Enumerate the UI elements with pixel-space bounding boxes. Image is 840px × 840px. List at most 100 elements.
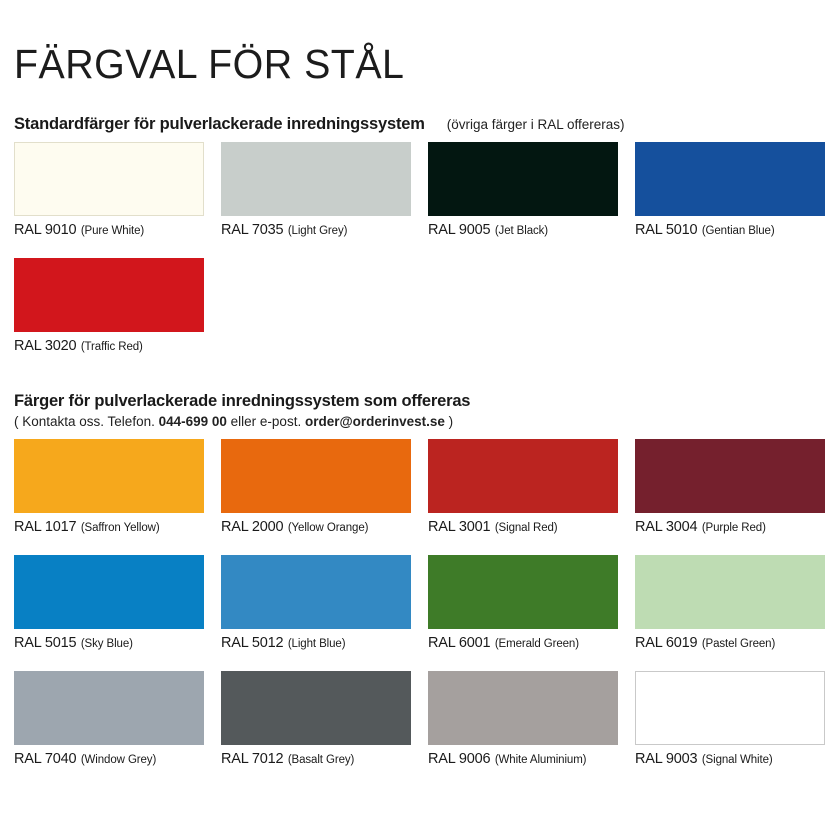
color-swatch bbox=[635, 142, 825, 216]
color-name: (Pure White) bbox=[80, 225, 145, 237]
ral-code: RAL 7012 bbox=[221, 751, 284, 767]
ral-code: RAL 3004 bbox=[635, 519, 698, 535]
color-name: (Sky Blue) bbox=[80, 638, 133, 650]
color-swatch bbox=[635, 439, 825, 513]
color-swatch bbox=[428, 555, 618, 629]
offered-section: Färger för pulverlackerade inredningssys… bbox=[14, 392, 825, 769]
ral-code: RAL 9005 bbox=[428, 222, 491, 238]
ral-code: RAL 9010 bbox=[14, 222, 77, 238]
swatch-label: RAL 5012 (Light Blue) bbox=[221, 634, 411, 653]
ral-code: RAL 5015 bbox=[14, 635, 77, 651]
swatch-label: RAL 6019 (Pastel Green) bbox=[635, 634, 825, 653]
ral-code: RAL 3001 bbox=[428, 519, 491, 535]
swatch-label: RAL 9010 (Pure White) bbox=[14, 221, 204, 240]
color-swatch bbox=[428, 142, 618, 216]
color-name: (Saffron Yellow) bbox=[80, 522, 160, 534]
swatch-label: RAL 7040 (Window Grey) bbox=[14, 750, 204, 769]
color-name: (Signal White) bbox=[701, 754, 773, 766]
offered-swatch-grid: RAL 1017 (Saffron Yellow) RAL 2000 (Yell… bbox=[14, 439, 825, 769]
color-swatch bbox=[14, 142, 204, 216]
swatch-item: RAL 5010 (Gentian Blue) bbox=[635, 142, 825, 240]
swatch-label: RAL 2000 (Yellow Orange) bbox=[221, 518, 411, 537]
color-name: (Light Blue) bbox=[287, 638, 346, 650]
color-swatch bbox=[428, 439, 618, 513]
swatch-item: RAL 9010 (Pure White) bbox=[14, 142, 204, 240]
swatch-item: RAL 3020 (Traffic Red) bbox=[14, 258, 204, 356]
swatch-item: RAL 9005 (Jet Black) bbox=[428, 142, 618, 240]
color-swatch bbox=[14, 258, 204, 332]
color-name: (Window Grey) bbox=[80, 754, 157, 766]
ral-code: RAL 6001 bbox=[428, 635, 491, 651]
color-name: (Jet Black) bbox=[494, 225, 549, 237]
swatch-item: RAL 2000 (Yellow Orange) bbox=[221, 439, 411, 537]
ral-code: RAL 5010 bbox=[635, 222, 698, 238]
ral-code: RAL 1017 bbox=[14, 519, 77, 535]
swatch-label: RAL 7035 (Light Grey) bbox=[221, 221, 411, 240]
swatch-item: RAL 6001 (Emerald Green) bbox=[428, 555, 618, 653]
color-swatch bbox=[14, 439, 204, 513]
swatch-label: RAL 3020 (Traffic Red) bbox=[14, 337, 204, 356]
swatch-label: RAL 5010 (Gentian Blue) bbox=[635, 221, 825, 240]
color-swatch bbox=[14, 671, 204, 745]
color-name: (Gentian Blue) bbox=[701, 225, 775, 237]
color-name: (Traffic Red) bbox=[80, 341, 143, 353]
page-title: FÄRGVAL FÖR STÅL bbox=[14, 41, 405, 87]
color-name: (Signal Red) bbox=[494, 522, 558, 534]
swatch-item: RAL 9003 (Signal White) bbox=[635, 671, 825, 769]
color-swatch bbox=[221, 671, 411, 745]
contact-phone: 044-699 00 bbox=[158, 414, 227, 429]
swatch-label: RAL 6001 (Emerald Green) bbox=[428, 634, 618, 653]
swatch-item: RAL 1017 (Saffron Yellow) bbox=[14, 439, 204, 537]
swatch-label: RAL 7012 (Basalt Grey) bbox=[221, 750, 411, 769]
swatch-label: RAL 9003 (Signal White) bbox=[635, 750, 825, 769]
contact-line: ( Kontakta oss. Telefon. 044-699 00 elle… bbox=[14, 414, 825, 429]
contact-email: order@orderinvest.se bbox=[304, 414, 445, 429]
color-name: (Basalt Grey) bbox=[287, 754, 355, 766]
ral-code: RAL 3020 bbox=[14, 338, 77, 354]
color-swatch bbox=[14, 555, 204, 629]
standard-swatch-grid: RAL 9010 (Pure White) RAL 7035 (Light Gr… bbox=[14, 142, 825, 356]
color-name: (Light Grey) bbox=[287, 225, 348, 237]
swatch-label: RAL 5015 (Sky Blue) bbox=[14, 634, 204, 653]
color-swatch bbox=[221, 439, 411, 513]
contact-middle: eller e-post. bbox=[226, 414, 305, 429]
color-name: (Pastel Green) bbox=[701, 638, 776, 650]
standard-section-heading: Standardfärger för pulverlackerade inred… bbox=[14, 115, 425, 133]
swatch-label: RAL 9006 (White Aluminium) bbox=[428, 750, 618, 769]
swatch-item: RAL 3004 (Purple Red) bbox=[635, 439, 825, 537]
color-swatch bbox=[428, 671, 618, 745]
ral-code: RAL 5012 bbox=[221, 635, 284, 651]
contact-suffix: ) bbox=[444, 414, 454, 429]
offered-section-heading: Färger för pulverlackerade inredningssys… bbox=[14, 392, 471, 410]
swatch-item: RAL 7040 (Window Grey) bbox=[14, 671, 204, 769]
swatch-item: RAL 3001 (Signal Red) bbox=[428, 439, 618, 537]
color-swatch bbox=[221, 142, 411, 216]
swatch-label: RAL 3001 (Signal Red) bbox=[428, 518, 618, 537]
swatch-item: RAL 5015 (Sky Blue) bbox=[14, 555, 204, 653]
swatch-item: RAL 5012 (Light Blue) bbox=[221, 555, 411, 653]
ral-code: RAL 6019 bbox=[635, 635, 698, 651]
color-name: (White Aluminium) bbox=[494, 754, 587, 766]
swatch-item: RAL 7035 (Light Grey) bbox=[221, 142, 411, 240]
ral-code: RAL 7035 bbox=[221, 222, 284, 238]
swatch-item: RAL 9006 (White Aluminium) bbox=[428, 671, 618, 769]
ral-code: RAL 9006 bbox=[428, 751, 491, 767]
color-name: (Yellow Orange) bbox=[287, 522, 369, 534]
color-swatch bbox=[635, 671, 825, 745]
standard-section-header: Standardfärger för pulverlackerade inred… bbox=[14, 115, 825, 134]
color-name: (Emerald Green) bbox=[494, 638, 579, 650]
color-swatch bbox=[635, 555, 825, 629]
standard-section-note: (övriga färger i RAL offereras) bbox=[446, 117, 625, 132]
swatch-label: RAL 3004 (Purple Red) bbox=[635, 518, 825, 537]
ral-code: RAL 9003 bbox=[635, 751, 698, 767]
swatch-item: RAL 6019 (Pastel Green) bbox=[635, 555, 825, 653]
swatch-item: RAL 7012 (Basalt Grey) bbox=[221, 671, 411, 769]
contact-prefix: ( Kontakta oss. Telefon. bbox=[14, 414, 159, 429]
ral-code: RAL 7040 bbox=[14, 751, 77, 767]
ral-code: RAL 2000 bbox=[221, 519, 284, 535]
swatch-label: RAL 9005 (Jet Black) bbox=[428, 221, 618, 240]
color-swatch bbox=[221, 555, 411, 629]
swatch-label: RAL 1017 (Saffron Yellow) bbox=[14, 518, 204, 537]
color-name: (Purple Red) bbox=[701, 522, 766, 534]
